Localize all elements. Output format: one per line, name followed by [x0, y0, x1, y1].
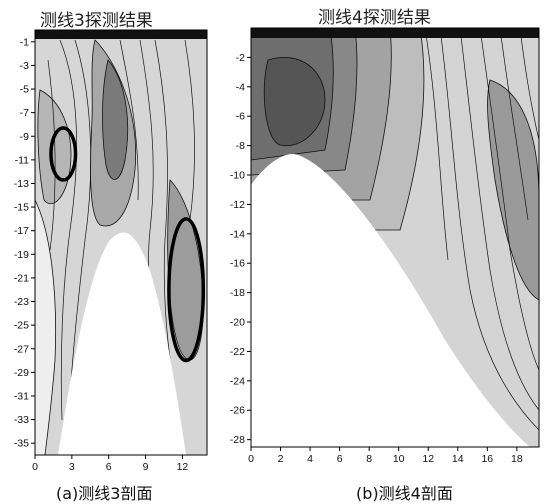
panel-b-frame [250, 27, 540, 448]
panel-b-y-tick-label: -2 [236, 52, 245, 64]
panel-a-y-tick-label: -19 [14, 249, 29, 261]
panel-a-y-tick-label: -27 [14, 343, 29, 355]
panel-a-y-tick-label: -35 [14, 438, 29, 450]
panel-a-y-tick-label: -23 [14, 296, 29, 308]
panel-a-x-tick-label: 0 [32, 461, 38, 473]
panel-b-void [251, 154, 530, 447]
panel-a-caption: (a)测线3剖面 [56, 484, 153, 503]
panel-a-y-tick-label: -9 [20, 131, 29, 143]
panel-b-x-tick-label: 10 [393, 453, 405, 465]
panel-b-title: 测线4探测结果 [318, 8, 431, 28]
panel-a-y-tick-label: -21 [14, 272, 29, 284]
panel-b-x-tick-label: 8 [366, 453, 372, 465]
panel-b-plot [251, 28, 539, 447]
panel-a-y-tick-label: -33 [14, 414, 29, 426]
panel-b-y-tick-label: -6 [236, 111, 245, 123]
panel-a-plot [35, 30, 207, 455]
panel-a-y-tick-label: -17 [14, 225, 29, 237]
panel-b-top-band [251, 28, 539, 38]
panel-a-y-tick-label: -1 [20, 36, 29, 48]
panel-a-band-light [35, 199, 57, 455]
panel-b-x-tick-label: 6 [337, 453, 343, 465]
panel-a-y-tick-label: -5 [20, 84, 29, 96]
panel-b-band-right [487, 79, 539, 301]
panel-b-x-tick-label: 14 [452, 453, 464, 465]
panel-a-top-band [35, 30, 207, 39]
panel-b-y-tick-label: -8 [236, 140, 245, 152]
panel-a-band-dark [102, 59, 129, 180]
panel-a-y-tick-label: -25 [14, 320, 29, 332]
panel-a-void [58, 232, 186, 455]
panel-a-y-tick-label: -13 [14, 178, 29, 190]
panel-a-band-left [37, 89, 72, 205]
panel-b-x-tick-label: 2 [278, 453, 284, 465]
panel-a-frame [34, 29, 208, 456]
anomaly-ellipse [49, 126, 78, 182]
panel-b-y-tick-label: -16 [230, 258, 245, 270]
panel-a-y-tick-label: -7 [20, 107, 29, 119]
panel-b-x-tick-label: 18 [511, 453, 523, 465]
panel-b-y-tick-label: -4 [236, 81, 245, 93]
anomaly-ellipse [167, 217, 206, 363]
panel-a-anomalies [49, 126, 206, 363]
panel-b-band-5 [263, 57, 326, 147]
panel-b-y-tick-label: -26 [230, 405, 245, 417]
panel-a-y-tick-label: -11 [15, 154, 30, 166]
panel-a-y-tick-label: -31 [14, 390, 29, 402]
panel-a-x-tick-label: 12 [177, 461, 189, 473]
panel-b-x-tick-label: 4 [307, 453, 313, 465]
panel-a-ticks: -1 -3 -5 -7 -9 -11 -13 -15 -17 -19 -21 -23 -25 -27 -29… [14, 36, 189, 473]
panel-a-x-tick-label: 9 [143, 461, 149, 473]
panel-a-title: 测线3探测结果 [40, 11, 153, 31]
panel-b-x-tick-label: 12 [422, 453, 434, 465]
panel-b-x-tick-label: 16 [481, 453, 493, 465]
panel-b-y-tick-label: -10 [230, 170, 245, 182]
panel-a-y-tick-label: -29 [14, 367, 29, 379]
panel-b-ticks: -2 -4 -6 -8 -10 -12 -14 -16 -18 -20 -22 -24 -26 -280 2… [230, 52, 523, 465]
panel-b-y-tick-label: -22 [230, 346, 245, 358]
panel-b-y-tick-label: -14 [230, 228, 245, 240]
panel-a-y-tick-label: -15 [14, 202, 29, 214]
panel-b-x-tick-label: 0 [248, 453, 254, 465]
panel-a-x-tick-label: 3 [69, 461, 75, 473]
panel-b-contours [424, 28, 539, 431]
panel-b-y-tick-label: -24 [230, 375, 245, 387]
panel-a-x-tick-label: 6 [106, 461, 112, 473]
panel-b-caption: (b)测线4剖面 [356, 484, 453, 503]
panel-a-y-tick-label: -3 [20, 60, 29, 72]
panel-b-y-tick-label: -18 [230, 287, 245, 299]
panel-b-y-tick-label: -12 [230, 199, 245, 211]
panel-b-y-tick-label: -20 [230, 317, 245, 329]
panel-b-y-tick-label: -28 [230, 434, 245, 446]
